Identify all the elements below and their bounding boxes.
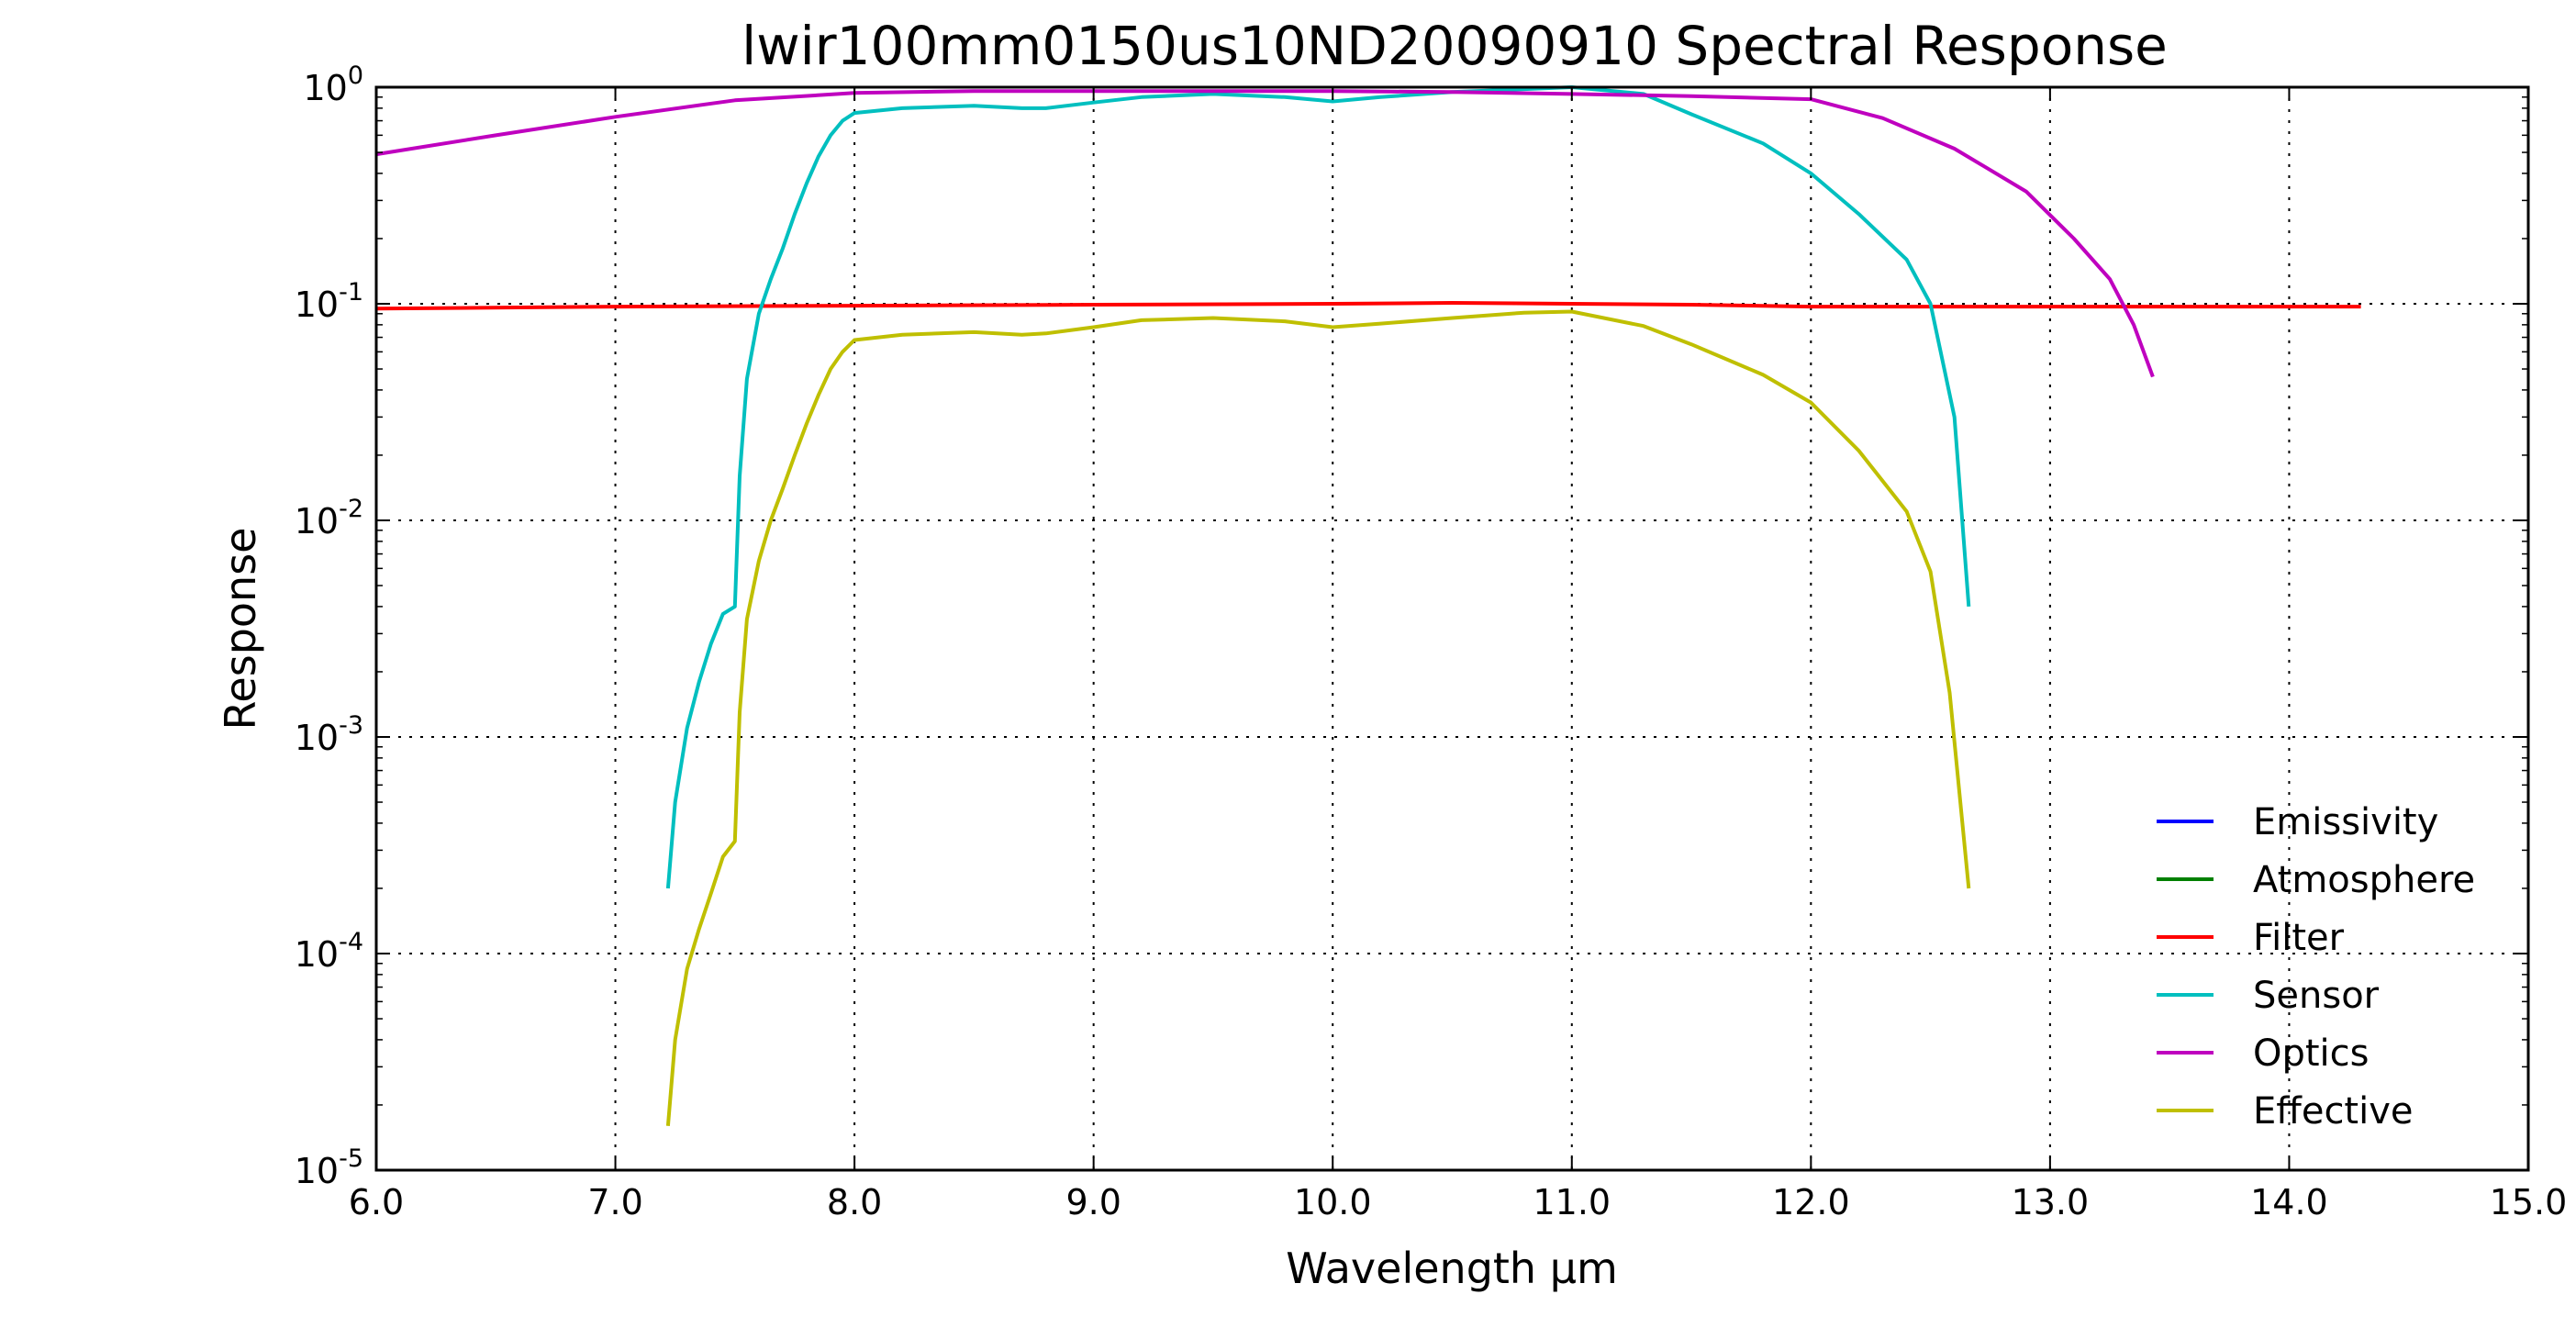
y-axis-label: Response xyxy=(216,528,265,731)
grid-lines xyxy=(376,87,2528,1170)
legend-label-atmosphere: Atmosphere xyxy=(2253,859,2475,901)
y-tick-label: 10-2 xyxy=(295,495,363,541)
series-line-sensor xyxy=(665,85,1971,889)
x-tick-label: 7.0 xyxy=(587,1182,642,1222)
legend-label-sensor: Sensor xyxy=(2253,975,2380,1017)
y-tick-label: 10-5 xyxy=(295,1144,363,1191)
series-lines xyxy=(375,85,2361,1126)
x-tick-label: 6.0 xyxy=(349,1182,404,1222)
y-tick-label: 10-1 xyxy=(295,278,363,325)
x-tick-label: 8.0 xyxy=(827,1182,882,1222)
x-axis-label: Wavelength μm xyxy=(1286,1244,1618,1293)
series-line-filter xyxy=(375,301,2361,311)
series-line-optics xyxy=(375,89,2155,378)
plot-frame xyxy=(374,85,2530,1172)
y-tick-label: 10-4 xyxy=(295,928,363,975)
legend-label-optics: Optics xyxy=(2253,1032,2370,1075)
x-tick-label: 10.0 xyxy=(1294,1182,1372,1222)
x-tick-label: 14.0 xyxy=(2250,1182,2328,1222)
x-tick-label: 12.0 xyxy=(1772,1182,1850,1222)
x-tick-label: 15.0 xyxy=(2490,1182,2568,1222)
chart-title: lwir100mm0150us10ND20090910 Spectral Res… xyxy=(742,15,2168,77)
x-tick-label: 13.0 xyxy=(2012,1182,2090,1222)
x-tick-label: 9.0 xyxy=(1065,1182,1121,1222)
legend-label-filter: Filter xyxy=(2253,917,2345,959)
y-tick-labels: 100 10-1 10-2 10-3 10-4 10-5 xyxy=(295,61,363,1191)
y-tick-label: 10-3 xyxy=(295,711,363,758)
legend-label-emissivity: Emissivity xyxy=(2253,801,2438,843)
axis-ticks xyxy=(375,86,2529,1171)
y-tick-label: 100 xyxy=(303,61,363,108)
legend: Emissivity Atmosphere Filter Sensor Optics Ef… xyxy=(2157,801,2475,1133)
series-line-effective xyxy=(665,309,1971,1126)
legend-label-effective: Effective xyxy=(2253,1090,2414,1133)
x-tick-labels: 6.0 7.0 8.0 9.0 10.0 11.0 12.0 13.0 14.0 15.0 xyxy=(349,1182,2568,1222)
x-tick-label: 11.0 xyxy=(1533,1182,1611,1222)
